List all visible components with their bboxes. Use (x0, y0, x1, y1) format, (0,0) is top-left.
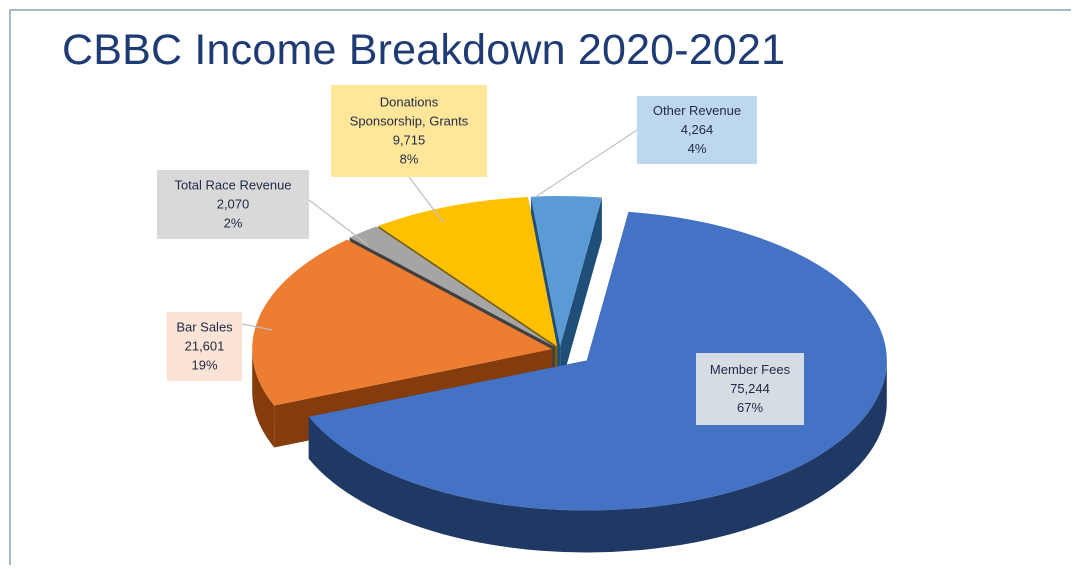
other-revenue-label-label: Other Revenue (653, 103, 741, 118)
bar-sales-label-value_text: 21,601 (185, 339, 225, 354)
member-fees-label-box (696, 353, 804, 425)
bar-sales-label-percent: 19% (191, 358, 217, 373)
total-race-revenue-slice (349, 226, 555, 347)
bar-sales-label-label: Bar Sales (176, 320, 233, 335)
other-revenue-label-box (637, 96, 757, 164)
member-fees-label-percent: 67% (737, 400, 763, 415)
donations-sponsorship-grants-label-label_lines-1: Sponsorship, Grants (350, 114, 469, 129)
bar-sales-leader-line (241, 323, 273, 331)
donations-sponsorship-grants-label-percent: 8% (400, 152, 419, 167)
member-fees-label-label: Member Fees (710, 362, 791, 377)
total-race-revenue-label-percent: 2% (224, 216, 243, 231)
total-race-revenue-leader-line (308, 199, 369, 246)
chart-frame (9, 9, 1071, 565)
total-race-revenue-label-box (157, 170, 309, 239)
bar-sales-label-box (167, 312, 242, 381)
other-revenue-wall-1 (560, 197, 602, 389)
bar-sales-rim-0 (252, 349, 275, 448)
member-fees-rim-0 (308, 360, 887, 553)
chart-title: CBBC Income Breakdown 2020-2021 (62, 26, 786, 74)
donations-sponsorship-grants-label-value_text: 9,715 (393, 133, 426, 148)
leader-lines (241, 129, 638, 331)
donations-sponsorship-grants-label-label_lines-0: Donations (380, 95, 439, 110)
total-race-revenue-label-value_text: 2,070 (217, 197, 250, 212)
donations-sponsorship-grants-leader-line (408, 176, 444, 223)
bar-sales-slice (252, 239, 553, 406)
other-revenue-leader-line (536, 129, 638, 197)
other-revenue-slice (530, 196, 602, 347)
total-race-revenue-label-label: Total Race Revenue (174, 178, 291, 193)
donations-sponsorship-grants-label-box (331, 85, 487, 177)
other-revenue-label-percent: 4% (688, 141, 707, 156)
other-revenue-label-value_text: 4,264 (681, 122, 714, 137)
donations-sponsorship-grants-slice (378, 196, 558, 347)
member-fees-label-value_text: 75,244 (730, 381, 770, 396)
member-fees-slice (308, 211, 887, 511)
